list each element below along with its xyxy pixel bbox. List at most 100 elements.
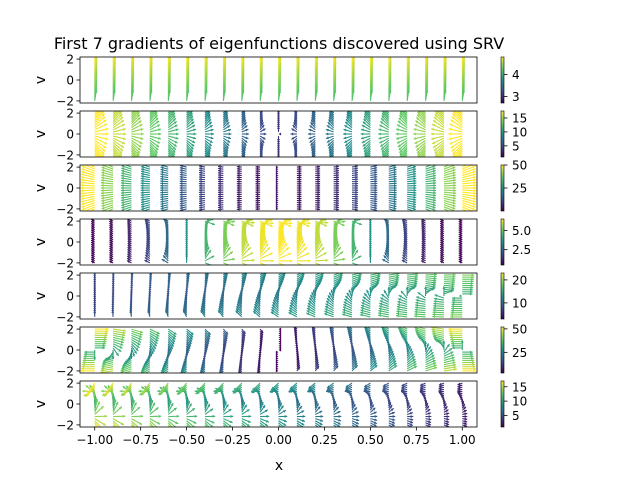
quiver-arrow-head — [236, 188, 240, 192]
quiver-arrow-head — [179, 177, 183, 181]
quiver-arrow-head — [308, 128, 312, 132]
y-tick-label: 0 — [66, 128, 74, 142]
quiver-arrow-head — [374, 184, 378, 188]
quiver-arrow-head — [140, 177, 144, 181]
quiver-arrow-head — [452, 151, 456, 155]
colorbar-tick-label: 25 — [512, 182, 527, 196]
quiver-arrow-head — [414, 310, 418, 314]
quiver-arrow-head — [198, 180, 202, 183]
quiver-arrow-head — [140, 184, 144, 188]
quiver-arrow-head — [317, 186, 321, 190]
quiver-arrow-head — [342, 311, 346, 314]
quiver-arrow-head — [400, 290, 404, 294]
quiver-arrow-head — [210, 128, 214, 132]
quiver-arrow-head — [190, 146, 194, 150]
quiver-arrow-head — [311, 112, 315, 116]
quiver-arrow-head — [140, 181, 144, 185]
quiver-arrow-head — [240, 352, 244, 356]
quiver-arrow-head — [393, 202, 397, 206]
quiver-arrow-head — [308, 132, 311, 136]
panel-1: 20−2v 43 — [33, 53, 520, 109]
quiver-arrow-head — [317, 180, 321, 184]
quiver-arrow-head — [325, 128, 329, 132]
quiver-arrow-head — [183, 307, 186, 311]
quiver-arrow — [112, 154, 116, 157]
quiver-arrow-head — [218, 182, 221, 186]
quiver-arrow-head — [236, 184, 240, 188]
quiver-arrow-head — [246, 243, 249, 247]
quiver-arrow-head — [199, 203, 202, 207]
quiver-arrow-head — [311, 149, 315, 153]
quiver-arrow-head — [336, 192, 339, 196]
quiver-arrow-head — [163, 255, 166, 259]
quiver-arrows — [80, 327, 477, 373]
quiver-arrow-head — [103, 342, 106, 346]
quiver-arrow-head — [362, 143, 366, 147]
quiver-arrow-head — [255, 301, 258, 305]
quiver-arrow-head — [109, 237, 113, 241]
quiver-arrow-head — [470, 286, 474, 290]
quiver-arrow — [296, 262, 304, 265]
quiver-arrow-head — [80, 197, 84, 201]
quiver-arrow-head — [139, 335, 143, 338]
quiver-arrow-head — [277, 149, 280, 153]
quiver-arrow-head — [141, 207, 145, 211]
quiver-arrow-head — [415, 120, 419, 124]
quiver-arrow-head — [136, 111, 139, 113]
quiver-arrow-head — [355, 199, 358, 203]
quiver-arrow — [220, 370, 224, 373]
quiver-arrow-head — [223, 344, 226, 348]
quiver-arrow-head — [395, 281, 399, 285]
quiver-arrow-head — [154, 154, 157, 157]
quiver-arrow-head — [225, 116, 229, 120]
quiver-arrow-head — [157, 124, 161, 128]
quiver-arrow-head — [311, 111, 315, 114]
quiver-arrow-head — [208, 119, 212, 123]
quiver-arrow-head — [109, 241, 113, 245]
quiver-arrow-head — [189, 338, 193, 342]
quiver-arrow-head — [146, 243, 150, 247]
quiver-arrow-head — [453, 189, 457, 192]
quiver-arrow-head — [433, 186, 437, 190]
quiver-arrow-head — [265, 243, 269, 247]
quiver-arrow-head — [236, 182, 240, 186]
quiver-arrow-head — [452, 279, 456, 283]
quiver-arrow-head — [326, 298, 330, 302]
quiver-arrow — [349, 111, 353, 114]
quiver-arrow-head — [242, 332, 246, 336]
quiver-arrow-head — [433, 145, 437, 148]
quiver-arrow-head — [109, 248, 113, 251]
quiver-arrow-head — [173, 121, 177, 125]
quiver-arrow-head — [100, 191, 104, 195]
quiver-arrow-head — [119, 114, 123, 118]
quiver-arrow-head — [218, 199, 221, 203]
quiver-arrow-head — [433, 184, 437, 188]
quiver-arrow-head — [250, 219, 254, 222]
quiver-arrow-head — [339, 276, 343, 280]
quiver-arrow-head — [399, 112, 403, 116]
quiver-arrow-head — [80, 181, 84, 185]
quiver-arrow-head — [172, 113, 175, 117]
quiver-arrow-head — [452, 275, 456, 279]
quiver-arrow-head — [236, 190, 240, 194]
quiver-arrow-head — [452, 154, 456, 157]
quiver-arrow-head — [158, 136, 161, 140]
quiver-arrow-head — [191, 121, 195, 125]
quiver-arrow — [348, 111, 353, 116]
quiver-arrow-head — [459, 294, 463, 298]
quiver-arrow-head — [100, 194, 104, 197]
quiver-arrow-head — [179, 190, 183, 194]
quiver-arrow-head — [207, 116, 211, 120]
quiver-arrow-head — [415, 303, 418, 307]
quiver-arrow-head — [218, 201, 221, 205]
quiver-arrow-head — [80, 178, 84, 182]
quiver-arrow-head — [329, 152, 333, 156]
quiver-arrow — [144, 219, 151, 222]
quiver-arrow-head — [421, 220, 425, 224]
quiver-arrow-head — [199, 167, 202, 170]
quiver-arrow-head — [121, 338, 125, 341]
quiver-arrow-head — [327, 295, 331, 299]
quiver-arrow-head — [109, 256, 113, 260]
quiver-arrow-head — [218, 207, 221, 211]
quiver-arrow-head — [244, 238, 248, 242]
